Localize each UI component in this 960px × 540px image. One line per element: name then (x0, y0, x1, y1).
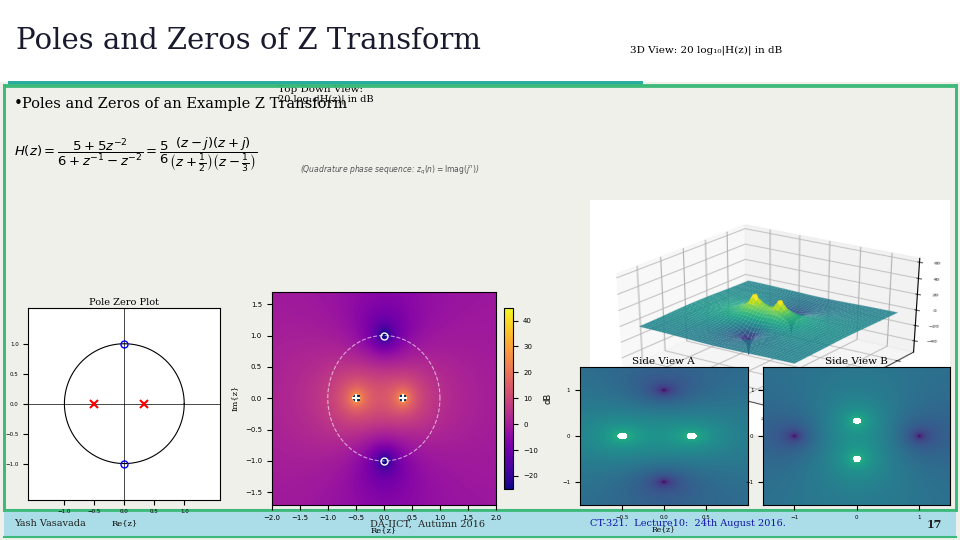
X-axis label: Re{z}: Re{z} (111, 520, 137, 528)
Bar (8, 81, 643, 85)
Text: $H(z) = \dfrac{5+5z^{-2}}{6+z^{-1}-z^{-2}} = \dfrac{5}{6}\dfrac{(z-j)(z+j)}{\lef: $H(z) = \dfrac{5+5z^{-2}}{6+z^{-1}-z^{-2… (14, 136, 257, 174)
X-axis label: Re{z}: Re{z} (652, 525, 676, 533)
Text: A: A (652, 238, 661, 251)
Y-axis label: Im{z}: Im{z} (231, 385, 239, 411)
Bar (0, 0, 960, 82)
Text: CT-321.  Lecture10:  24th August 2016.: CT-321. Lecture10: 24th August 2016. (590, 519, 786, 529)
Text: 17: 17 (926, 518, 942, 530)
Text: 20 log₁₀|H(z)| in dB: 20 log₁₀|H(z)| in dB (278, 94, 373, 104)
Title: Pole Zero Plot: Pole Zero Plot (89, 298, 159, 307)
Text: Top Down View:: Top Down View: (278, 84, 363, 93)
Text: 3D View: 20 log₁₀|H(z)| in dB: 3D View: 20 log₁₀|H(z)| in dB (630, 45, 782, 55)
Text: Poles and Zeros of Z Transform: Poles and Zeros of Z Transform (16, 27, 481, 55)
Text: Yash Vasavada: Yash Vasavada (14, 519, 85, 529)
Bar (4, 86, 956, 510)
Bar (4, 510, 956, 537)
Text: •: • (14, 97, 23, 111)
Text: (Quadrature phase sequence: $z_q(n)=\mathrm{Imag}(j^n)$): (Quadrature phase sequence: $z_q(n)=\mat… (300, 164, 480, 177)
Title: Side View A: Side View A (633, 357, 695, 367)
Text: DA-IICT,  Autumn 2016: DA-IICT, Autumn 2016 (370, 519, 485, 529)
Text: Poles and Zeros of an Example Z Transform: Poles and Zeros of an Example Z Transfor… (22, 97, 348, 111)
Text: B: B (860, 238, 870, 251)
X-axis label: Re{z}: Re{z} (371, 526, 397, 534)
Y-axis label: dB: dB (543, 393, 552, 404)
Title: Side View B: Side View B (826, 357, 888, 367)
